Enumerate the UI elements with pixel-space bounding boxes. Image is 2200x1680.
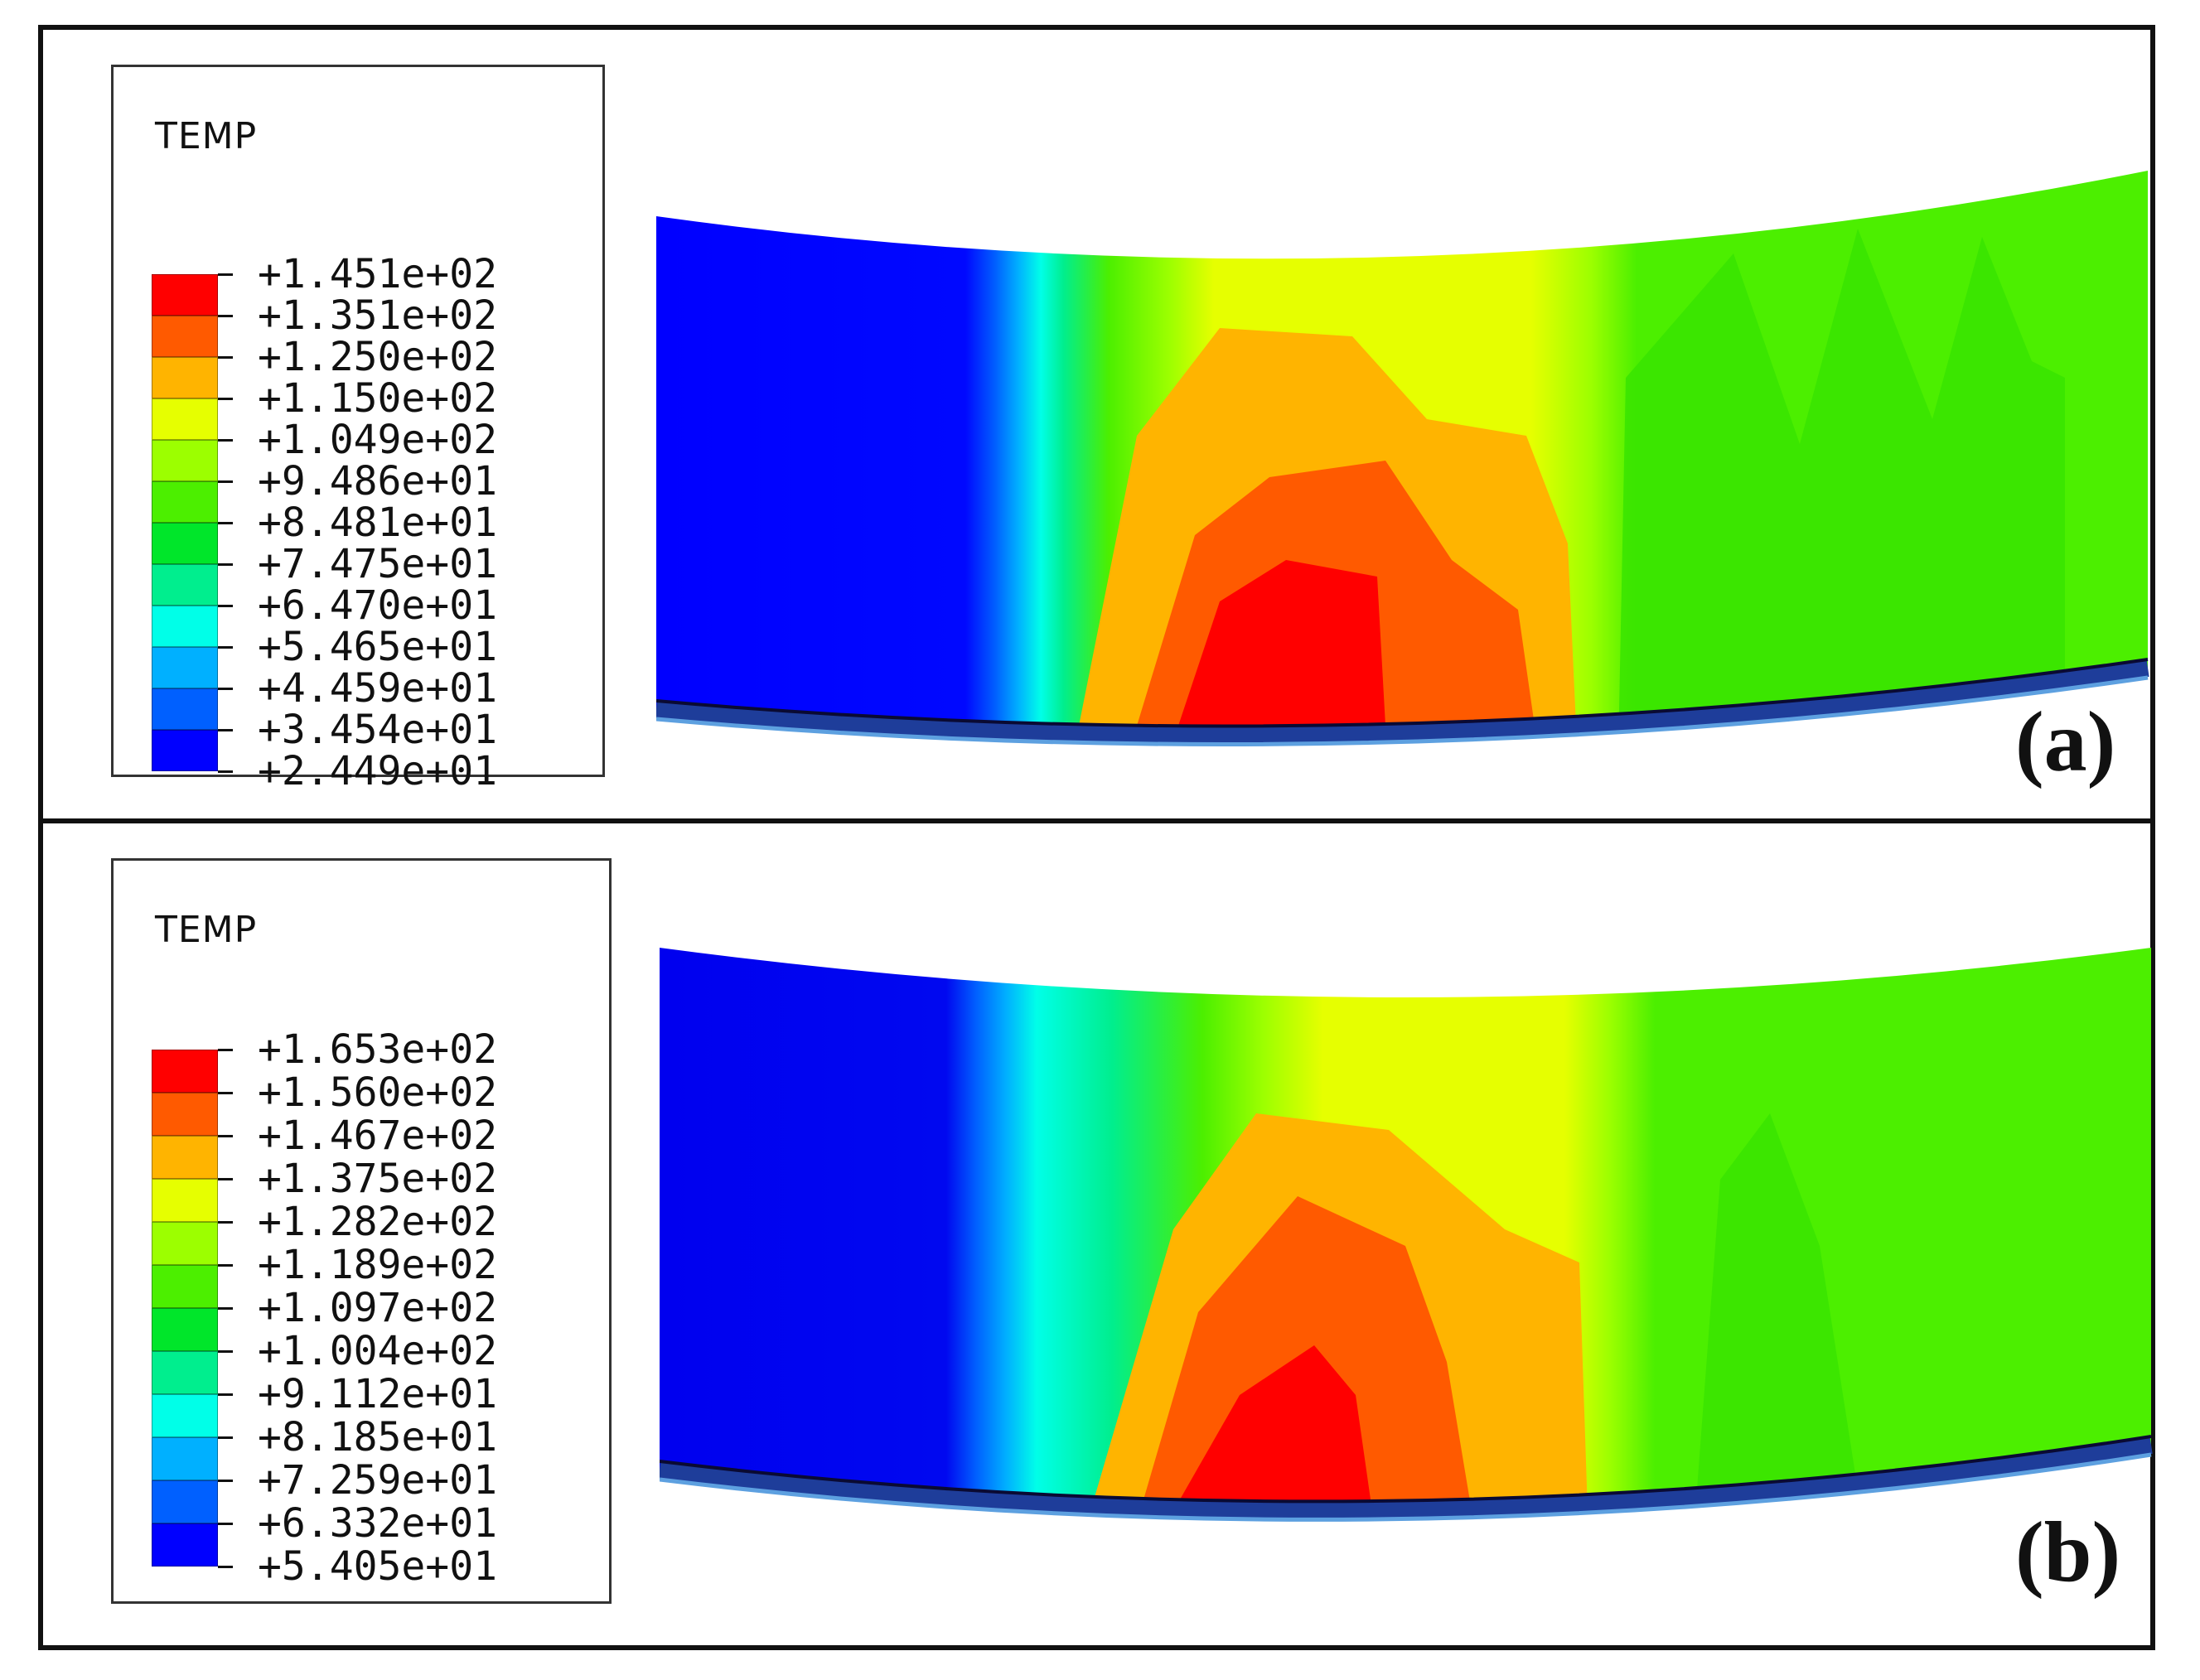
tick xyxy=(218,273,233,276)
swatch xyxy=(152,1136,218,1179)
tick xyxy=(218,1049,233,1051)
swatch xyxy=(152,606,218,647)
tick-label: +9.486e+01 xyxy=(258,458,497,504)
panel-label-a: (a) xyxy=(2015,694,2116,789)
legend-title-a: TEMP xyxy=(155,115,258,157)
tick xyxy=(218,563,233,566)
tick-label: +1.282e+02 xyxy=(258,1199,497,1245)
tick xyxy=(218,522,233,524)
swatch xyxy=(152,1222,218,1265)
tick xyxy=(218,1393,233,1396)
swatch xyxy=(152,1437,218,1480)
swatch xyxy=(152,1308,218,1351)
tick-label: +8.481e+01 xyxy=(258,500,497,546)
tick xyxy=(218,480,233,483)
tick-label: +4.459e+01 xyxy=(258,665,497,712)
tick-label: +1.351e+02 xyxy=(258,292,497,339)
swatch xyxy=(152,1480,218,1523)
tick-label: +5.405e+01 xyxy=(258,1543,497,1590)
tick xyxy=(218,356,233,359)
swatch xyxy=(152,1179,218,1222)
tick-label: +1.375e+02 xyxy=(258,1156,497,1202)
tick-label: +1.653e+02 xyxy=(258,1026,497,1073)
tick xyxy=(218,1350,233,1353)
legend-title-b: TEMP xyxy=(155,909,258,951)
tick xyxy=(218,770,233,773)
swatch xyxy=(152,398,218,440)
tick-label: +8.185e+01 xyxy=(258,1414,497,1460)
tick xyxy=(218,1092,233,1094)
tick-label: +7.475e+01 xyxy=(258,541,497,587)
swatch xyxy=(152,1523,218,1567)
tick xyxy=(218,1436,233,1439)
swatch xyxy=(152,1050,218,1093)
tick-label: +9.112e+01 xyxy=(258,1371,497,1417)
tick xyxy=(218,605,233,607)
tick-label: +2.449e+01 xyxy=(258,748,497,794)
tick xyxy=(218,688,233,690)
tick-label: +1.049e+02 xyxy=(258,417,497,463)
swatch xyxy=(152,1394,218,1437)
panel-divider xyxy=(43,818,2150,823)
tick xyxy=(218,1566,233,1568)
tick-label: +6.332e+01 xyxy=(258,1500,497,1547)
tick-label: +1.250e+02 xyxy=(258,334,497,380)
panel-label-b: (b) xyxy=(2015,1504,2121,1600)
tick-label: +1.189e+02 xyxy=(258,1242,497,1288)
figure-frame: TEMP xyxy=(38,25,2155,1650)
tick xyxy=(218,1135,233,1137)
swatch xyxy=(152,316,218,357)
swatch xyxy=(152,688,218,730)
swatch xyxy=(152,730,218,771)
legend-b: TEMP xyxy=(111,858,612,1604)
tick xyxy=(218,1221,233,1224)
tick-label: +1.004e+02 xyxy=(258,1328,497,1374)
tick-label: +7.259e+01 xyxy=(258,1457,497,1504)
tick-label: +1.560e+02 xyxy=(258,1069,497,1116)
tick xyxy=(218,1307,233,1310)
swatch xyxy=(152,1093,218,1136)
tick-label: +3.454e+01 xyxy=(258,707,497,753)
swatch xyxy=(152,564,218,606)
tick xyxy=(218,1264,233,1267)
tick-label: +1.467e+02 xyxy=(258,1113,497,1159)
swatch xyxy=(152,523,218,564)
tick xyxy=(218,1480,233,1482)
swatch xyxy=(152,481,218,523)
tick xyxy=(218,439,233,442)
tick-label: +1.097e+02 xyxy=(258,1285,497,1331)
panel-a: TEMP xyxy=(43,30,2150,818)
swatch xyxy=(152,647,218,688)
panel-b: TEMP xyxy=(43,823,2153,1650)
temperature-contour-plot-b xyxy=(660,948,2153,1522)
tick-label: +6.470e+01 xyxy=(258,582,497,629)
swatch xyxy=(152,357,218,398)
swatch xyxy=(152,1351,218,1394)
swatch xyxy=(152,1265,218,1308)
swatch xyxy=(152,440,218,481)
tick xyxy=(218,1523,233,1525)
tick xyxy=(218,646,233,649)
legend-a: TEMP xyxy=(111,65,605,791)
tick-label: +5.465e+01 xyxy=(258,624,497,670)
temperature-contour-plot-a xyxy=(656,171,2149,746)
tick xyxy=(218,1178,233,1180)
tick xyxy=(218,729,233,731)
tick xyxy=(218,315,233,317)
swatch xyxy=(152,274,218,316)
tick xyxy=(218,398,233,400)
tick-label: +1.451e+02 xyxy=(258,251,497,297)
tick-label: +1.150e+02 xyxy=(258,375,497,422)
